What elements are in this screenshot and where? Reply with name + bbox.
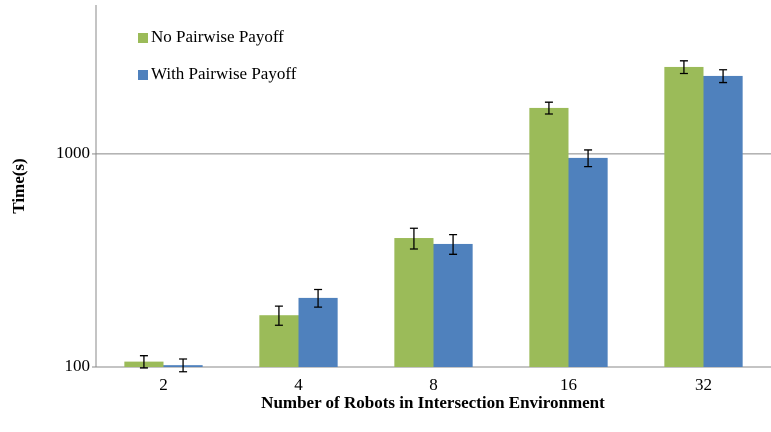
legend-swatch — [138, 33, 148, 43]
error-bar — [584, 149, 593, 168]
x-axis-label: Number of Robots in Intersection Environ… — [261, 393, 605, 412]
error-bar — [274, 305, 283, 326]
x-tick-label: 32 — [695, 375, 712, 394]
error-bar — [179, 358, 188, 373]
x-tick-label: 8 — [429, 375, 438, 394]
legend-swatch — [138, 70, 148, 80]
y-tick-label: 100 — [65, 356, 91, 375]
x-tick-label: 4 — [294, 375, 303, 394]
y-axis-label: Time(s) — [9, 158, 28, 213]
error-bar — [449, 233, 458, 255]
error-bar — [679, 60, 688, 75]
error-bar — [544, 101, 553, 115]
error-bar — [314, 288, 323, 308]
bar — [664, 66, 704, 368]
error-bar — [409, 227, 418, 250]
x-tick-label: 16 — [560, 375, 577, 394]
error-bar — [719, 69, 728, 84]
x-tick-label: 2 — [159, 375, 168, 394]
legend-label: No Pairwise Payoff — [151, 27, 284, 46]
y-tick-label: 1000 — [56, 143, 90, 162]
legend-label: With Pairwise Payoff — [151, 64, 297, 83]
bar — [568, 157, 608, 367]
bar — [529, 107, 569, 368]
error-bar — [139, 355, 148, 369]
bar — [298, 297, 338, 367]
bar — [433, 243, 473, 367]
bar — [394, 238, 434, 367]
bar — [703, 75, 743, 368]
